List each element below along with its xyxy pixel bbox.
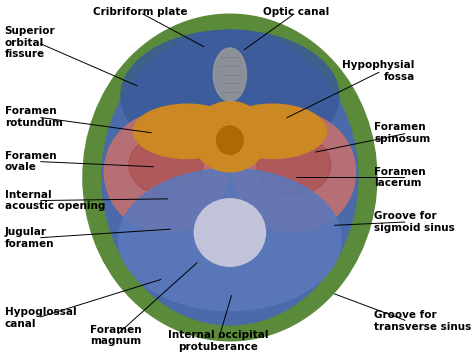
- Ellipse shape: [217, 126, 243, 154]
- Text: Hypoglossal
canal: Hypoglossal canal: [5, 307, 76, 328]
- Text: Groove for
sigmoid sinus: Groove for sigmoid sinus: [374, 211, 455, 233]
- Ellipse shape: [133, 104, 241, 158]
- Ellipse shape: [129, 135, 203, 195]
- Text: Jugular
foramen: Jugular foramen: [5, 227, 54, 248]
- Text: Foramen
rotundum: Foramen rotundum: [5, 106, 63, 128]
- Text: Superior
orbital
fissure: Superior orbital fissure: [5, 26, 55, 59]
- Ellipse shape: [83, 14, 377, 341]
- Ellipse shape: [104, 112, 228, 233]
- Text: Optic canal: Optic canal: [263, 7, 329, 17]
- Text: Groove for
transverse sinus: Groove for transverse sinus: [374, 311, 472, 332]
- Text: Foramen
spinosum: Foramen spinosum: [374, 122, 431, 144]
- Ellipse shape: [192, 102, 267, 172]
- Ellipse shape: [232, 112, 356, 233]
- Ellipse shape: [102, 30, 358, 325]
- Ellipse shape: [257, 135, 331, 195]
- Ellipse shape: [194, 199, 265, 266]
- Ellipse shape: [213, 48, 246, 101]
- Text: Foramen
magnum: Foramen magnum: [91, 325, 142, 346]
- Text: Cribriform plate: Cribriform plate: [92, 7, 187, 17]
- Text: Foramen
ovale: Foramen ovale: [5, 151, 56, 172]
- Ellipse shape: [121, 30, 339, 162]
- Text: Internal occipital
protuberance: Internal occipital protuberance: [168, 330, 268, 351]
- Ellipse shape: [219, 104, 327, 158]
- Ellipse shape: [118, 169, 341, 311]
- Text: Hypophysial
fossa: Hypophysial fossa: [342, 60, 415, 82]
- Text: Foramen
lacerum: Foramen lacerum: [374, 167, 426, 188]
- Text: Internal
acoustic opening: Internal acoustic opening: [5, 190, 105, 211]
